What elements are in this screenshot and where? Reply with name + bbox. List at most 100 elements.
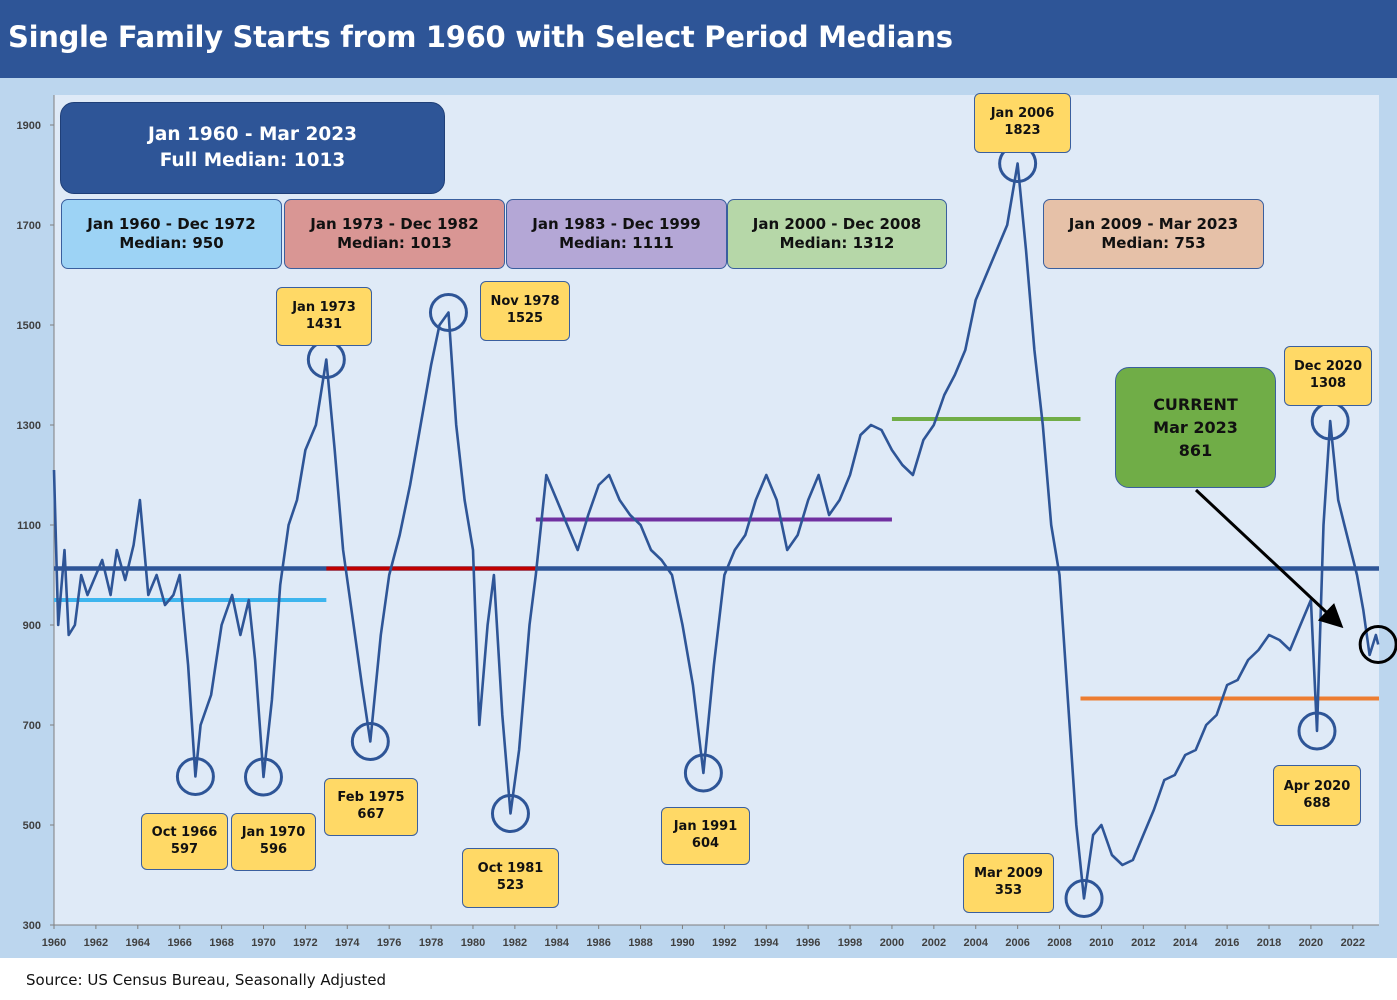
callout-mar-2009: Mar 2009 353 xyxy=(963,853,1054,913)
period-box-2009-2023: Jan 2009 - Mar 2023 Median: 753 xyxy=(1043,199,1264,269)
callout-date: Oct 1966 xyxy=(151,824,218,840)
full-median-value: Full Median: 1013 xyxy=(159,150,346,171)
highlight-circle xyxy=(1064,879,1104,918)
x-tick-label: 1992 xyxy=(712,937,736,949)
current-date: Mar 2023 xyxy=(1153,417,1238,437)
x-tick-label: 1972 xyxy=(293,937,317,949)
highlight-circle xyxy=(1297,711,1337,751)
x-tick-label: 1982 xyxy=(503,937,527,949)
x-tick-label: 1994 xyxy=(754,937,779,949)
x-tick-label: 1990 xyxy=(670,937,694,949)
callout-apr-2020: Apr 2020 688 xyxy=(1273,765,1361,826)
x-tick-label: 2008 xyxy=(1047,937,1071,949)
x-tick-label: 1998 xyxy=(838,937,862,949)
page-title: Single Family Starts from 1960 with Sele… xyxy=(8,20,953,54)
callout-value: 688 xyxy=(1303,795,1331,811)
highlight-circle xyxy=(243,757,283,797)
x-tick-label: 1966 xyxy=(167,937,191,949)
callout-value: 523 xyxy=(496,878,525,893)
callout-value: 1431 xyxy=(305,316,343,332)
y-tick-label: 700 xyxy=(23,720,41,732)
y-tick-label: 900 xyxy=(23,620,41,632)
x-tick-label: 2014 xyxy=(1173,937,1198,949)
highlight-circle xyxy=(428,293,468,332)
callout-jan-1970: Jan 1970 596 xyxy=(231,813,316,871)
y-tick-label: 1300 xyxy=(17,420,41,432)
callout-date: Jan 1991 xyxy=(673,819,738,835)
callout-date: Jan 1973 xyxy=(292,299,356,315)
period-median: Median: 1312 xyxy=(779,234,895,252)
callout-value: 667 xyxy=(357,807,385,822)
y-tick-label: 1900 xyxy=(17,120,41,132)
callout-date: Dec 2020 xyxy=(1293,359,1363,375)
x-tick-label: 1960 xyxy=(42,937,66,949)
x-tick-label: 2022 xyxy=(1341,937,1365,949)
current-value: 861 xyxy=(1178,441,1213,461)
period-box-1960-1972: Jan 1960 - Dec 1972 Median: 950 xyxy=(61,199,282,269)
callout-value: 1823 xyxy=(1004,123,1041,138)
callout-value: 597 xyxy=(170,841,199,857)
callout-oct-1981: Oct 1981 523 xyxy=(462,848,559,908)
callout-value: 596 xyxy=(259,842,288,857)
period-range: Jan 1983 - Dec 1999 xyxy=(532,214,701,233)
x-tick-label: 2002 xyxy=(922,937,946,949)
y-tick-label: 1500 xyxy=(17,320,41,332)
x-tick-label: 2012 xyxy=(1131,937,1155,949)
callout-jan-2006: Jan 2006 1823 xyxy=(974,93,1071,153)
callout-date: Jan 1970 xyxy=(241,825,306,841)
y-tick-label: 1100 xyxy=(17,520,41,532)
y-tick-label: 500 xyxy=(23,820,41,832)
callout-value: 604 xyxy=(691,836,720,851)
current-label: CURRENT xyxy=(1153,394,1238,414)
x-tick-label: 2000 xyxy=(880,937,904,949)
full-median-range: Jan 1960 - Mar 2023 xyxy=(148,124,357,146)
callout-jan-1973: Jan 1973 1431 xyxy=(276,287,372,346)
period-range: Jan 2009 - Mar 2023 xyxy=(1068,214,1239,233)
y-tick-label: 1700 xyxy=(17,220,41,232)
x-tick-label: 2006 xyxy=(1005,937,1029,949)
callout-date: Feb 1975 xyxy=(337,790,405,806)
period-median: Median: 1013 xyxy=(337,234,452,252)
period-box-1983-1999: Jan 1983 - Dec 1999 Median: 1111 xyxy=(506,199,727,269)
callout-value: 1308 xyxy=(1309,376,1347,391)
x-tick-label: 1986 xyxy=(586,937,610,949)
callout-date: Mar 2009 xyxy=(974,866,1043,882)
callout-date: Nov 1978 xyxy=(490,294,560,310)
x-tick-label: 1976 xyxy=(377,937,401,949)
x-tick-label: 2016 xyxy=(1215,937,1239,949)
callout-date: Jan 2006 xyxy=(990,106,1055,122)
current-value-box: CURRENT Mar 2023 861 xyxy=(1115,367,1276,488)
title-bar: Single Family Starts from 1960 with Sele… xyxy=(0,0,1397,78)
period-range: Jan 1973 - Dec 1982 xyxy=(310,214,479,233)
callout-date: Apr 2020 xyxy=(1283,778,1351,794)
period-median: Median: 1111 xyxy=(559,234,674,252)
source-note: Source: US Census Bureau, Seasonally Adj… xyxy=(26,971,387,989)
x-tick-label: 2018 xyxy=(1257,937,1281,949)
x-tick-label: 1980 xyxy=(461,937,485,949)
highlight-circle xyxy=(175,757,215,796)
callout-jan-1991: Jan 1991 604 xyxy=(661,807,750,865)
callout-nov-1978: Nov 1978 1525 xyxy=(480,281,570,341)
x-tick-label: 1978 xyxy=(419,937,443,949)
x-tick-label: 1984 xyxy=(545,937,570,949)
x-tick-label: 2020 xyxy=(1299,937,1323,949)
x-tick-label: 1974 xyxy=(335,937,360,949)
x-tick-label: 1968 xyxy=(209,937,233,949)
highlight-circle xyxy=(490,794,530,833)
x-tick-label: 2010 xyxy=(1089,937,1113,949)
callout-feb-1975: Feb 1975 667 xyxy=(324,778,418,836)
full-median-box: Jan 1960 - Mar 2023 Full Median: 1013 xyxy=(60,102,445,194)
x-tick-label: 1988 xyxy=(628,937,652,949)
period-median: Median: 753 xyxy=(1101,234,1206,252)
x-tick-label: 1962 xyxy=(84,937,108,949)
callout-dec-2020: Dec 2020 1308 xyxy=(1284,346,1372,406)
series-line-single-family-starts xyxy=(52,162,1380,900)
period-range: Jan 2000 - Dec 2008 xyxy=(752,214,922,233)
current-arrow xyxy=(1194,488,1344,629)
callout-value: 1525 xyxy=(506,311,544,326)
current-point-circle xyxy=(1358,625,1397,664)
period-range: Jan 1960 - Dec 1972 xyxy=(87,214,256,233)
period-median: Median: 950 xyxy=(119,234,224,252)
callout-value: 353 xyxy=(994,883,1023,898)
x-tick-label: 2004 xyxy=(963,937,988,949)
